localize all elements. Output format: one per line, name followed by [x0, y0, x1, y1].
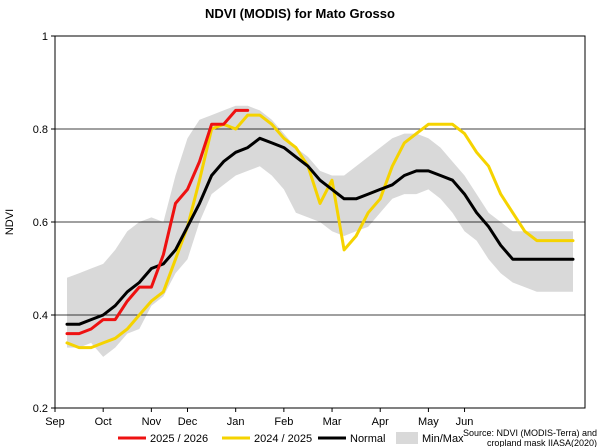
legend: 2025 / 2026 2024 / 2025 Normal Min/Max: [118, 432, 464, 445]
chart-title: NDVI (MODIS) for Mato Grosso: [205, 6, 395, 21]
x-tick-label-nov: Nov: [142, 416, 162, 428]
y-axis-label: NDVI: [4, 209, 16, 235]
y-tick-label-0.2: 0.2: [33, 403, 48, 415]
y-tick-label-0.8: 0.8: [33, 124, 48, 136]
x-tick-label-jun: Jun: [456, 416, 474, 428]
legend-label-minmax: Min/Max: [422, 433, 464, 445]
legend-label-2025-2026: 2025 / 2026: [150, 433, 208, 445]
x-tick-label-apr: Apr: [372, 416, 389, 428]
source-note-line2: cropland mask IIASA(2020): [487, 438, 597, 447]
y-tick-label-0.4: 0.4: [33, 310, 48, 322]
y-tick-label-1: 1: [42, 31, 48, 43]
x-tick-label-may: May: [418, 416, 439, 428]
x-tick-label-dec: Dec: [178, 416, 198, 428]
y-tick-label-0.6: 0.6: [33, 217, 48, 229]
minmax-band: [67, 105, 573, 357]
plot-area: 0.2 0.4 0.6 0.8 1 Sep Oct Nov Dec Jan Feb Mar Apr May…: [33, 31, 586, 428]
x-tick-label-feb: Feb: [274, 416, 293, 428]
series-line-normal: [65, 136, 575, 326]
x-tick-label-sep: Sep: [45, 416, 65, 428]
x-tick-label-jan: Jan: [227, 416, 245, 428]
series-line-2024-2025: [65, 113, 575, 350]
legend-label-2024-2025: 2024 / 2025: [254, 433, 312, 445]
series-line-2025-2026: [65, 108, 250, 336]
source-note-line1: Source: NDVI (MODIS-Terra) and: [463, 428, 597, 438]
x-tick-label-oct: Oct: [95, 416, 112, 428]
legend-label-normal: Normal: [350, 433, 385, 445]
legend-swatch-minmax: [396, 432, 418, 444]
x-tick-label-mar: Mar: [323, 416, 342, 428]
